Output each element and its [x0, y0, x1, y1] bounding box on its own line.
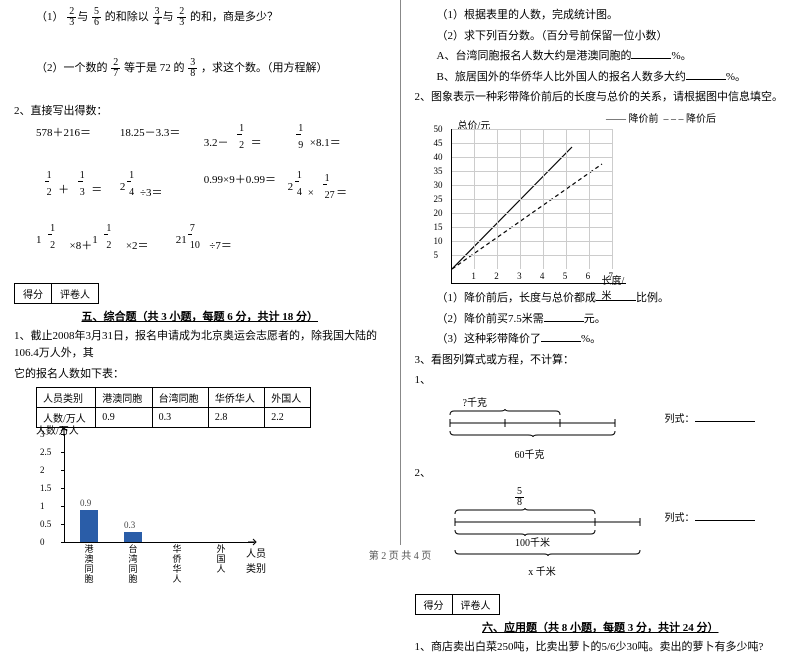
frac: 38 — [188, 58, 197, 79]
fill-2: （2）降价前买7.5米需元。 — [415, 311, 787, 329]
score-box: 得分 评卷人 — [14, 283, 99, 304]
calc-row-1: 578＋216＝ 18.25－3.3＝ 3.2－12＝ 19×8.1＝ — [36, 124, 386, 169]
left-column: （1） 23与 56 的和除以 34与 23 的和，商是多少？ （2）一个数的 … — [0, 0, 401, 545]
bar-chart: 人数/万人 00.511.522.530.9港澳同胞0.3台湾同胞华侨华人外国人… — [36, 434, 266, 564]
r-line: （2）求下列百分数。（百分号前保留一位小数） — [415, 28, 787, 46]
r-line: 2、图象表示一种彩带降价前后的长度与总价的关系，请根据图中信息填空。 — [415, 89, 787, 107]
fill-1: （1）降价前后，长度与总价都成比例。 — [415, 290, 787, 308]
calc-title: 2、直接写出得数： — [14, 103, 386, 121]
para-1b: 它的报名人数如下表： — [14, 366, 386, 384]
r-line: B、旅居国外的华侨华人比外国人的报名人数多大约%。 — [415, 69, 787, 87]
r-line: （1）根据表里的人数，完成统计图。 — [415, 7, 787, 25]
frac: 56 — [92, 7, 101, 28]
table-row: 人员类别 港澳同胞 台湾同胞 华侨华人 外国人 — [37, 388, 311, 408]
frac: 34 — [153, 7, 162, 28]
problem-1: （1） 23与 56 的和除以 34与 23 的和，商是多少？ — [14, 7, 386, 28]
frac: 23 — [177, 7, 186, 28]
frac: 27 — [111, 58, 120, 79]
r-line: A、台湾同胞报名人数大约是港澳同胞的%。 — [415, 48, 787, 66]
fill-3: （3）这种彩带降价了%。 — [415, 331, 787, 349]
right-column: （1）根据表里的人数，完成统计图。 （2）求下列百分数。（百分号前保留一位小数）… — [401, 0, 800, 545]
para-1a: 1、截止2008年3月31日，报名申请成为北京奥运会志愿者的，除我国大陆的106… — [14, 328, 386, 363]
q3: 3、看图列算式或方程，不计算： — [415, 352, 787, 370]
q1-pre: （1） — [36, 11, 64, 23]
diagram-2: 58 100千米 x 千米 列式： — [445, 487, 685, 578]
section-6-title: 六、应用题（共 8 小题，每题 3 分，共计 24 分） — [415, 619, 787, 635]
frac: 23 — [67, 7, 76, 28]
app-q1: 1、商店卖出白菜250吨，比卖出萝卜的5/6少30吨。卖出的萝卜有多少吨? — [415, 639, 787, 656]
frac: 58 — [515, 487, 524, 508]
diagram-1: ?千克 60千克 列式： — [445, 394, 685, 461]
score-box: 得分 评卷人 — [415, 594, 500, 615]
section-5-title: 五、综合题（共 3 小题，每题 6 分，共计 18 分） — [14, 308, 386, 324]
calc-row-2: 12＋13＝ 214÷3＝ 0.99×9＋0.99＝ 214×127＝ — [36, 171, 386, 222]
page-footer: 第 2 页 共 4 页 — [0, 547, 800, 562]
chart-svg — [452, 129, 627, 284]
line-chart: 总价/元 长度/米 51015202530354045501234567 — [451, 129, 626, 284]
problem-2: （2）一个数的 27 等于是 72 的 38 ，求这个数。（用方程解） — [14, 58, 386, 79]
calc-row-3: 112×8＋112×2＝ 21710÷7＝ — [36, 224, 386, 275]
